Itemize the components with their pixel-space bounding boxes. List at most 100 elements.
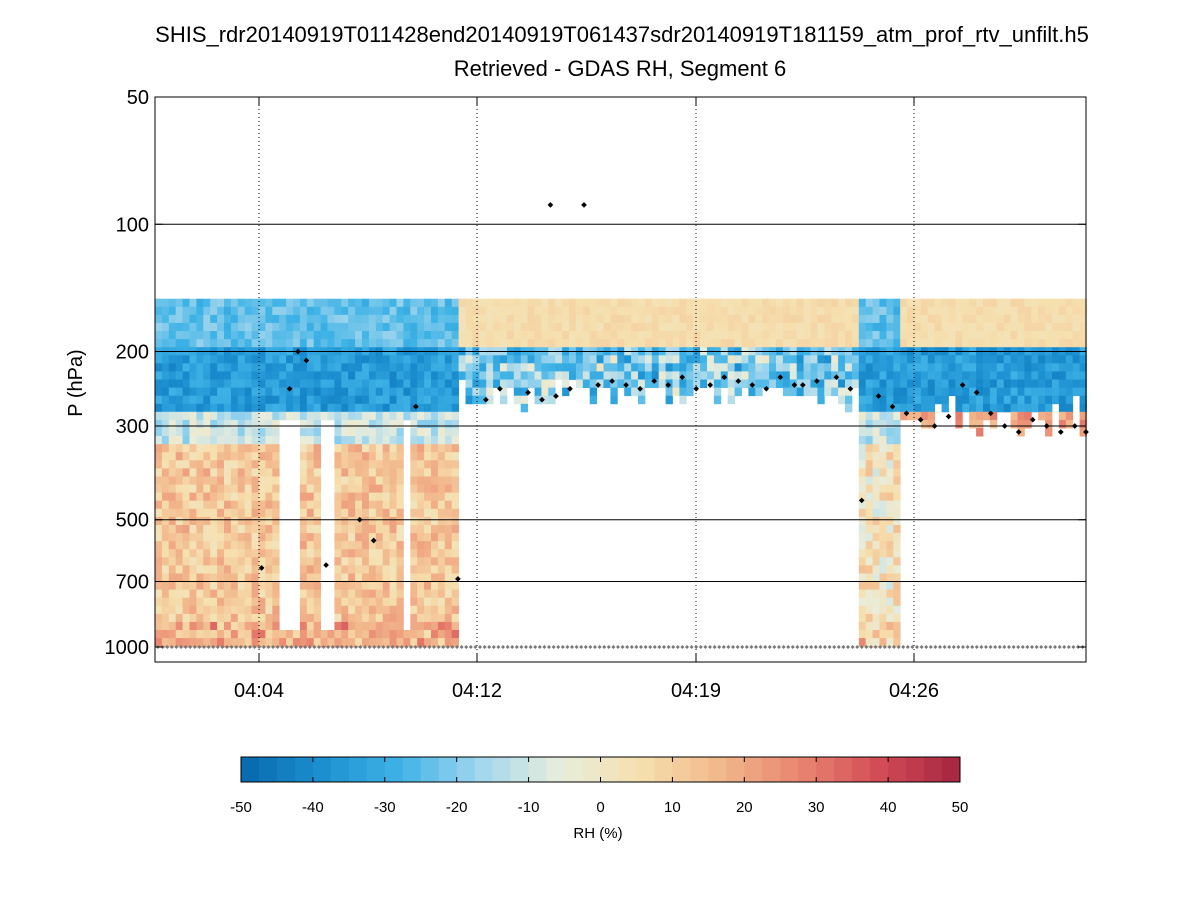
heatmap-cell [907, 339, 915, 348]
heatmap-cell [1079, 379, 1087, 388]
heatmap-cell [182, 331, 190, 340]
heatmap-cell [610, 355, 618, 364]
heatmap-cell [858, 379, 867, 388]
heatmap-cell [1038, 411, 1046, 421]
heatmap-cell [203, 395, 211, 405]
heatmap-cell [272, 533, 280, 542]
heatmap-cell [244, 322, 252, 332]
cloud-top-marker [707, 382, 714, 388]
heatmap-cell [417, 573, 425, 582]
heatmap-cell [244, 371, 252, 380]
heatmap-cell [665, 298, 673, 308]
heatmap-cell [748, 363, 756, 372]
heatmap-cell [858, 395, 867, 405]
heatmap-cell [1038, 363, 1046, 372]
heatmap-cell [348, 630, 356, 639]
heatmap-cell [244, 419, 252, 429]
heatmap-cell [893, 605, 901, 615]
colorbar-segment [636, 757, 655, 782]
heatmap-cell [500, 306, 508, 316]
heatmap-cell [258, 630, 266, 639]
surface-marker [1002, 645, 1007, 649]
heatmap-cell [479, 379, 487, 388]
heatmap-cell [858, 638, 867, 647]
heatmap-cell [638, 387, 646, 397]
heatmap-cell [396, 306, 404, 316]
heatmap-cell [610, 298, 618, 308]
heatmap-cell [1052, 355, 1060, 364]
cloud-top-marker [581, 202, 587, 208]
surface-marker [689, 645, 694, 649]
heatmap-cell [389, 468, 397, 477]
heatmap-cell [334, 549, 342, 558]
heatmap-cell [355, 419, 363, 429]
heatmap-cell [679, 379, 687, 388]
heatmap-cell [368, 355, 377, 364]
cloud-top-marker [858, 497, 865, 504]
heatmap-cell [299, 314, 308, 324]
heatmap-cell [817, 379, 825, 388]
heatmap-cell [755, 371, 763, 380]
heatmap-cell [879, 363, 887, 372]
heatmap-cell [244, 298, 252, 308]
colorbar-segment [330, 757, 350, 782]
heatmap-cell [362, 419, 370, 429]
heatmap-cell [458, 331, 466, 340]
heatmap-cell [382, 541, 390, 550]
heatmap-cell [907, 298, 915, 308]
heatmap-cell [727, 339, 735, 348]
heatmap-cell [879, 621, 887, 631]
heatmap-cell [417, 468, 425, 477]
heatmap-cell [182, 476, 190, 485]
heatmap-cell [368, 516, 377, 526]
heatmap-cell [334, 371, 342, 380]
heatmap-cell [879, 605, 887, 615]
surface-marker [947, 645, 952, 649]
heatmap-cell [362, 395, 370, 405]
heatmap-cell [534, 306, 542, 316]
heatmap-cell [258, 379, 266, 388]
heatmap-cell [210, 565, 218, 574]
heatmap-cell [355, 621, 363, 631]
heatmap-cell [258, 306, 266, 316]
heatmap-cell [334, 411, 342, 421]
heatmap-cell [907, 322, 915, 332]
heatmap-cell [451, 306, 459, 316]
heatmap-cell [313, 621, 321, 631]
heatmap-cell [465, 306, 473, 316]
heatmap-cell [865, 379, 873, 388]
heatmap-cell [776, 306, 784, 316]
heatmap-cell [334, 428, 342, 437]
colorbar-tick-label: 10 [664, 799, 681, 816]
heatmap-cell [175, 533, 183, 542]
heatmap-cell [865, 355, 873, 364]
heatmap-cell [265, 516, 273, 526]
heatmap-cell [644, 314, 653, 324]
heatmap-cell [182, 355, 190, 364]
heatmap-cell [224, 331, 232, 340]
heatmap-cell [306, 589, 315, 599]
heatmap-cell [1045, 298, 1053, 308]
heatmap-cell [1058, 387, 1067, 397]
heatmap-cell [327, 322, 335, 332]
heatmap-cell [431, 549, 439, 558]
heatmap-cell [1045, 387, 1053, 397]
heatmap-cell [534, 355, 542, 364]
heatmap-cell [355, 613, 363, 623]
heatmap-cell [858, 492, 867, 502]
heatmap-cell [886, 516, 894, 526]
heatmap-cell [417, 508, 425, 518]
heatmap-cell [520, 331, 528, 340]
heatmap-cell [410, 411, 418, 421]
surface-marker [979, 645, 984, 649]
heatmap-cell [313, 411, 321, 421]
heatmap-cell [527, 322, 535, 332]
heatmap-cell [686, 371, 694, 380]
heatmap-cell [272, 484, 280, 494]
heatmap-cell [341, 508, 349, 518]
heatmap-cell [817, 314, 825, 324]
heatmap-cell [320, 411, 328, 421]
heatmap-cell [444, 468, 453, 477]
heatmap-cell [562, 298, 570, 308]
colorbar-tick-label: -30 [374, 799, 396, 816]
